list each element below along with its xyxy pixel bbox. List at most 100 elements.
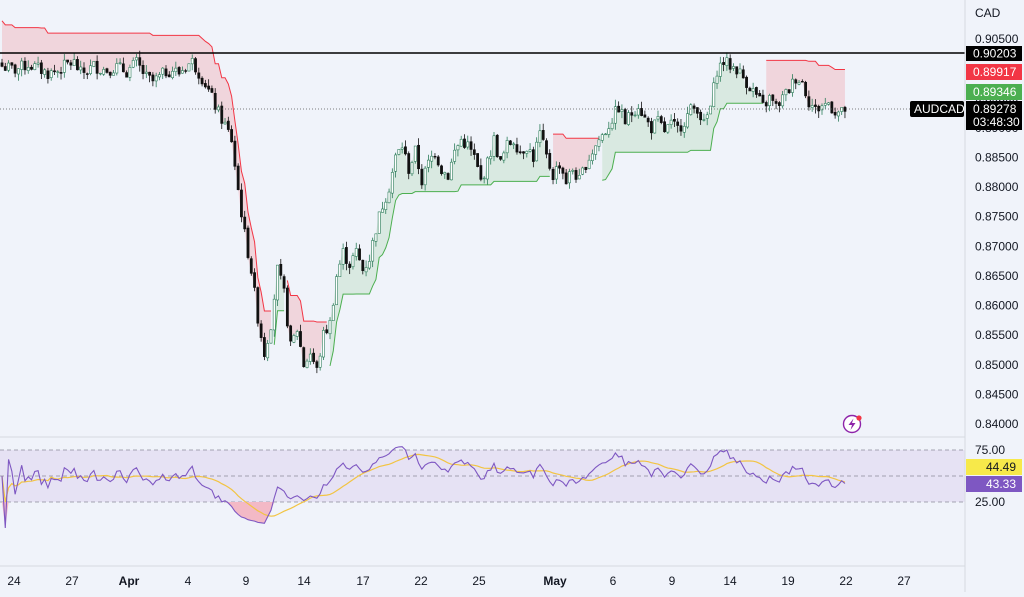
candle-body (26, 67, 30, 71)
supertrend-fill (2, 20, 271, 357)
candle-body (335, 276, 338, 306)
supertrend-upper-badge-text: 0.89917 (973, 65, 1017, 79)
candle-body (125, 72, 129, 78)
time-axis[interactable]: 24 27 Apr 4 9 14 17 22 25 May 6 9 14 19 22 27 (7, 574, 911, 588)
candle-body (827, 102, 830, 105)
candle-body (266, 343, 270, 359)
candle-body (259, 323, 263, 338)
last-price-badge (966, 101, 1022, 130)
candle-body (515, 144, 519, 153)
candle-body (561, 167, 565, 174)
candle-body (676, 121, 680, 126)
candle-body (282, 276, 286, 289)
candle-body (725, 57, 729, 66)
candle-body (158, 74, 161, 78)
time-tick-label: 27 (897, 574, 911, 588)
candle-body (128, 67, 132, 78)
supertrend-line (553, 133, 599, 139)
candle-body (341, 248, 345, 265)
candle-body (554, 166, 558, 180)
candle-body (574, 170, 578, 180)
supertrend-fill (602, 57, 763, 181)
hline-badge-text: 0.90203 (973, 47, 1017, 61)
candle-body (751, 88, 755, 92)
candle-body (420, 168, 424, 186)
supertrend-fill (553, 134, 599, 184)
candle-body (682, 125, 686, 133)
candle-body (308, 353, 312, 362)
time-tick-label: 9 (243, 574, 250, 588)
candle-body (249, 258, 253, 274)
candle-body (99, 72, 102, 75)
candle-body (840, 107, 844, 112)
candle-body (82, 67, 86, 73)
rsi-line (1, 446, 846, 529)
candle-body (469, 141, 473, 150)
supertrend-line (1, 20, 271, 312)
candle-body (387, 191, 391, 204)
rsi-tick-label: 25.00 (975, 495, 1005, 509)
currency-label: CAD (975, 6, 1001, 20)
candle-body (85, 73, 89, 75)
time-tick-label: 6 (610, 574, 617, 588)
candle-body (302, 347, 306, 367)
candle-body (686, 113, 689, 128)
candle-body (236, 165, 240, 190)
candle-body (728, 58, 732, 70)
candle-body (62, 59, 66, 73)
candle-body (446, 173, 450, 180)
candle-body (292, 335, 296, 343)
candle-body (108, 71, 112, 76)
candle-body (531, 149, 535, 162)
candle-body (174, 67, 178, 73)
candle-body (528, 149, 532, 152)
rsi-ma-line (1, 453, 846, 517)
candle-body (358, 248, 361, 261)
candle-body (33, 63, 37, 70)
candle-body (722, 62, 726, 65)
candle-body (633, 114, 637, 117)
candle-body (59, 72, 63, 74)
candle-body (315, 361, 319, 368)
candle-body (823, 103, 827, 106)
candle-body (508, 140, 512, 145)
candle-body (810, 105, 814, 108)
rsi-tick-label: 75.00 (975, 443, 1005, 457)
candle-body (709, 105, 712, 115)
candle-body (830, 101, 834, 114)
candle-body (354, 248, 358, 257)
candle-body (479, 165, 483, 180)
candle-body (184, 70, 188, 72)
time-tick-label: 24 (7, 574, 21, 588)
candle-body (164, 68, 168, 77)
candle-body (663, 121, 666, 133)
candle-body (417, 144, 420, 170)
candle-body (433, 155, 437, 158)
candle-body (295, 331, 299, 337)
candle-body (92, 61, 96, 67)
candle-body (456, 145, 460, 151)
candle-body (512, 143, 516, 146)
candle-body (10, 62, 14, 66)
candle-body (669, 119, 673, 125)
candle-body (151, 74, 155, 82)
candle-body (213, 92, 217, 110)
candle-body (610, 122, 614, 129)
candle-body (285, 287, 289, 327)
candles-layer[interactable] (0, 50, 847, 374)
candle-body (558, 165, 562, 169)
candle-body (541, 130, 545, 140)
candle-body (210, 88, 214, 93)
candle-body (39, 62, 43, 74)
candle-body (305, 360, 309, 368)
candle-body (568, 171, 571, 184)
candle-body (640, 108, 644, 116)
candle-body (584, 166, 588, 170)
candle-body (230, 129, 234, 143)
candle-body (138, 57, 142, 66)
candle-body (69, 62, 73, 66)
lightning-icon[interactable] (842, 414, 862, 434)
price-tick-label: 0.88500 (975, 150, 1019, 164)
